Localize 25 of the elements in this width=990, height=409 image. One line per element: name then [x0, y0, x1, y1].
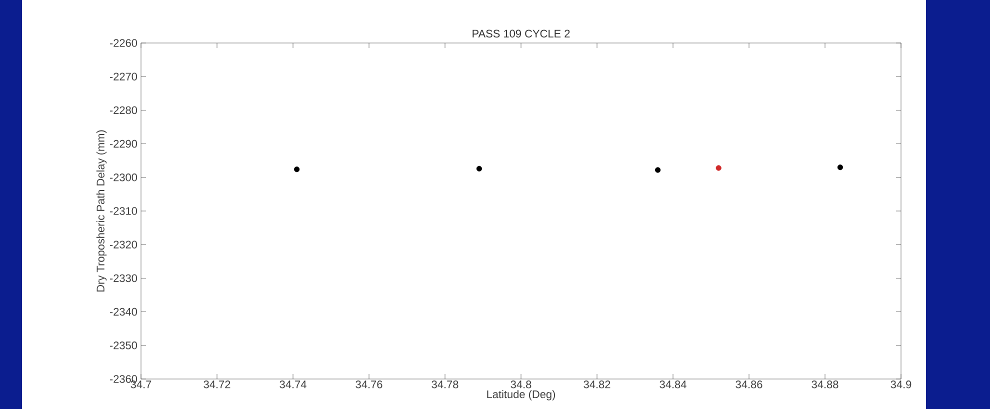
y-tick-label: -2260	[110, 39, 138, 47]
x-tick-label: 34.78	[432, 380, 458, 388]
y-tick-label: -2350	[110, 342, 138, 350]
x-tick-label: 34.86	[736, 380, 762, 388]
y-tick-label: -2300	[110, 174, 138, 182]
y-tick-label: -2270	[110, 72, 138, 80]
x-tick-label: 34.72	[204, 380, 230, 388]
x-tick-label: 34.88	[812, 380, 838, 388]
x-tick-label: 34.74	[280, 380, 306, 388]
y-tick-label: -2290	[110, 140, 138, 148]
x-tick-label: 34.84	[660, 380, 686, 388]
x-tick-label: 34.8	[510, 380, 532, 388]
x-tick-label: 34.9	[890, 380, 912, 388]
y-tick-label: -2310	[110, 207, 138, 215]
y-tick-label: -2320	[110, 240, 138, 248]
y-axis-title: Dry Troposheric Path Delay (mm)	[96, 130, 107, 292]
y-tick-label: -2280	[110, 106, 138, 114]
y-tick-label: -2330	[110, 274, 138, 282]
y-tick-label: -2360	[110, 375, 138, 383]
y-tick-label: -2340	[110, 308, 138, 316]
x-tick-label: 34.7	[130, 380, 152, 388]
chart-title: PASS 109 CYCLE 2	[472, 30, 570, 38]
x-tick-label: 34.82	[584, 380, 610, 388]
x-tick-label: 34.76	[356, 380, 382, 388]
x-axis-title: Latitude (Deg)	[487, 390, 556, 400]
